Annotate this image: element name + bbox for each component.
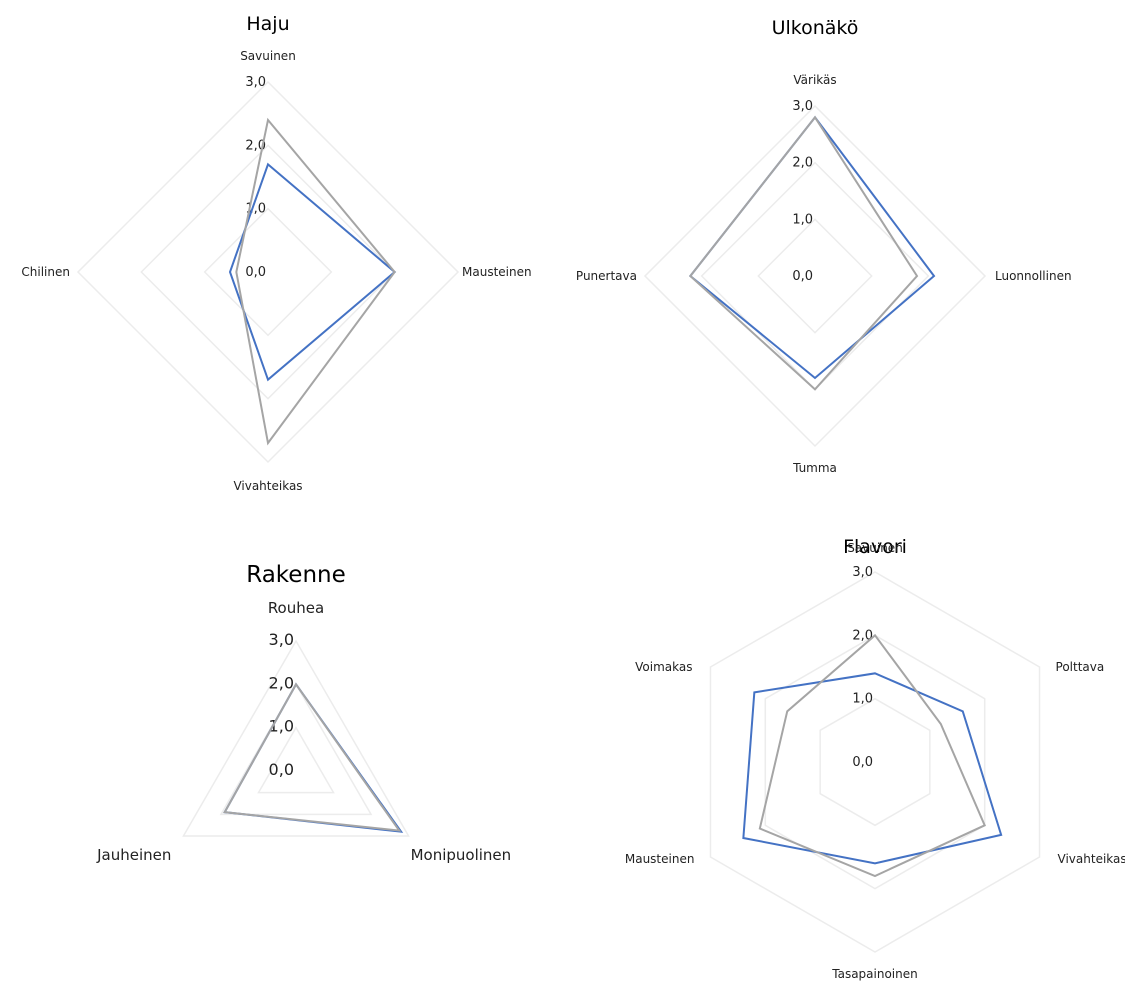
tick-label: 2,0	[852, 628, 873, 643]
series-line-1	[688, 115, 919, 391]
tick-label: 0,0	[852, 755, 873, 770]
chart-title: Ulkonäkö	[772, 17, 859, 39]
axis-label: Tumma	[792, 461, 837, 475]
tick-label: 2,0	[269, 673, 294, 692]
grid-ring	[203, 207, 333, 337]
radar-chart-0: Haju0,01,02,03,0SavuinenMausteinenVivaht…	[21, 13, 531, 493]
grid-ring	[257, 726, 335, 794]
axis-label: Luonnollinen	[995, 269, 1072, 283]
tick-label: 0,0	[269, 760, 294, 779]
grid-ring	[76, 80, 460, 464]
series-line-1	[758, 633, 987, 878]
tick-label: 1,0	[792, 212, 813, 227]
radar-chart-2: Rakenne0,01,02,03,0RouheaMonipuolinenJau…	[96, 562, 511, 864]
series-line-0	[228, 162, 397, 382]
axis-label: Vivahteikas	[1058, 852, 1125, 866]
axis-label: Chilinen	[21, 265, 70, 279]
axis-label: Punertava	[576, 269, 637, 283]
axis-label: Mausteinen	[625, 852, 695, 866]
tick-label: 3,0	[269, 630, 294, 649]
tick-label: 0,0	[245, 265, 266, 280]
tick-label: 3,0	[852, 565, 873, 580]
series-line-1	[223, 682, 402, 832]
axis-label: Vivahteikas	[233, 479, 302, 493]
series-line-0	[742, 672, 1003, 865]
grid-ring	[757, 218, 873, 334]
grid-ring	[709, 571, 1041, 953]
tick-label: 0,0	[792, 269, 813, 284]
axis-label: Savuinen	[847, 541, 903, 555]
grid-ring	[219, 682, 373, 816]
series-line-1	[235, 117, 396, 446]
grid-ring	[764, 634, 986, 890]
grid-ring	[700, 161, 930, 391]
axis-label: Polttava	[1056, 660, 1105, 674]
axis-label: Jauheinen	[96, 846, 171, 864]
radar-chart-3: Flavori 0,0 1,0 2,0 3,0 Savuinen Polttava Vivah…	[625, 536, 1125, 981]
tick-label: 3,0	[245, 75, 266, 90]
tick-label: 3,0	[792, 99, 813, 114]
axis-label: Rouhea	[268, 599, 324, 617]
chart-title: Haju	[246, 13, 289, 35]
axis-label: Voimakas	[635, 660, 692, 674]
grid-ring	[819, 697, 931, 827]
tick-label: 1,0	[852, 692, 873, 707]
grid-ring	[140, 144, 396, 400]
axis-label: Savuinen	[240, 49, 296, 63]
chart-title: Flavori	[843, 536, 907, 558]
axis-label: Mausteinen	[462, 265, 532, 279]
grid-ring	[182, 639, 410, 837]
radar-chart-1: Ulkonäkö 0,0 1,0 2,0 3,0 Värikäs Luonnollinen T…	[576, 17, 1072, 475]
axis-label: Monipuolinen	[411, 846, 512, 864]
axis-label: Värikäs	[793, 73, 836, 87]
axis-label: Tasapainoinen	[831, 967, 917, 981]
grid-ring	[643, 104, 987, 448]
tick-label: 2,0	[792, 156, 813, 171]
chart-title: Rakenne	[246, 562, 346, 588]
